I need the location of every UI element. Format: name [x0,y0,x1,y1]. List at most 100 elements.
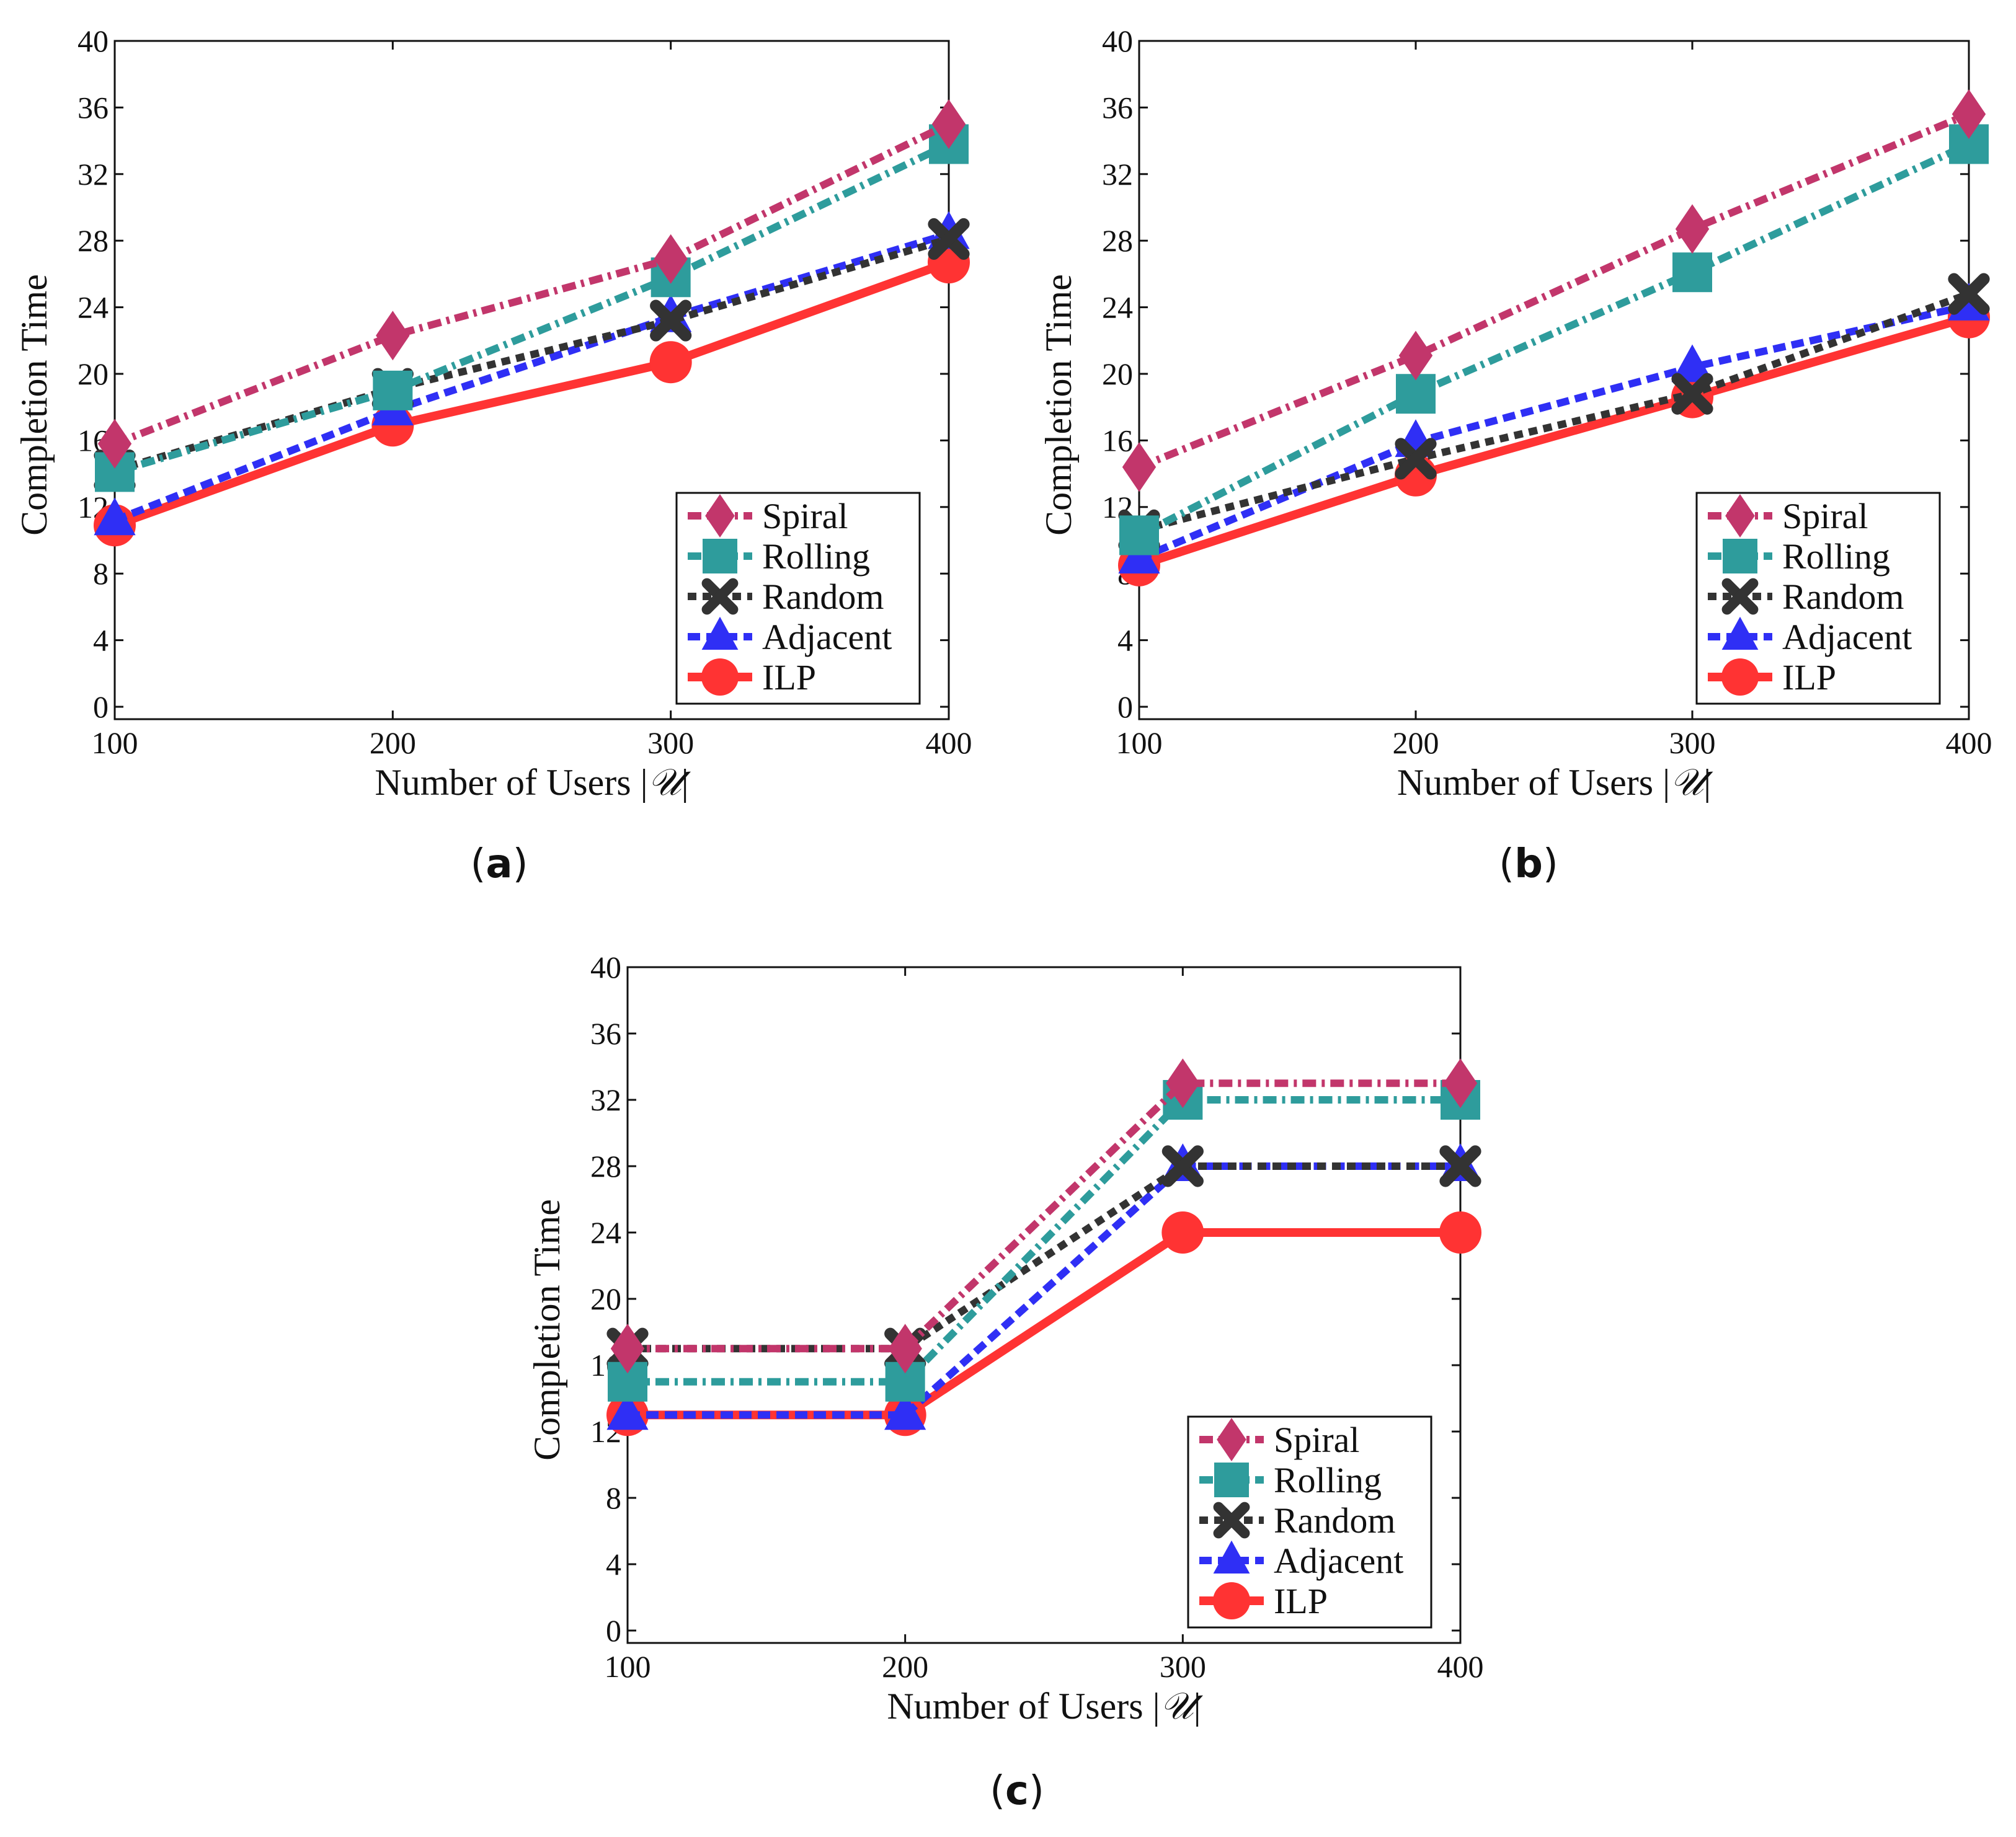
data-point-spiral [1443,1058,1478,1109]
plot-frame [113,40,950,720]
legend-item-adjacent: Adjacent [688,616,892,657]
series-random [94,218,970,492]
legend-item-rolling: Rolling [1708,536,1890,577]
y-tick-label: 24 [590,1215,621,1250]
data-point-adjacent [884,1392,926,1430]
y-tick-label: 40 [590,950,621,985]
y-tick-label: 40 [78,24,109,58]
y-tick-label: 36 [78,90,109,125]
data-point-spiral [654,234,688,284]
caption-letter: a [486,841,512,887]
x-axis-title: Number of Users |𝒰| [1397,762,1713,803]
y-tick-label: 4 [606,1547,621,1582]
legend-label: Rolling [1782,536,1890,577]
caption-paren-close: ) [1029,1768,1044,1814]
series-line-random [113,235,950,474]
y-tick-label: 0 [606,1613,621,1648]
series-line-adjacent [113,230,950,524]
x-axis-title: Number of Users |𝒰| [887,1686,1203,1727]
data-point-rolling [1672,252,1712,293]
x-tick-label: 100 [605,1649,651,1684]
data-point-spiral [931,99,966,149]
data-point-adjacent [606,1392,649,1430]
data-point-random [1439,1145,1481,1187]
y-tick-label: 8 [93,556,109,591]
legend-swatch-marker [1725,494,1755,538]
y-axis-title: Completion Time [1038,274,1079,536]
y-tick-label: 0 [93,689,109,724]
legend-swatch-marker [1721,578,1759,615]
data-point-spiral [610,1324,645,1374]
legend-item-ilp: ILP [688,657,816,697]
series-line-ilp [628,1228,1460,1420]
legend-label: Spiral [1782,496,1868,536]
y-tick-label: 32 [1102,157,1133,192]
series-spiral [610,1058,1478,1374]
data-point-spiral [1398,330,1433,381]
legend-item-spiral: Spiral [1708,494,1868,538]
legend-label: Random [762,577,884,617]
legend-item-ilp: ILP [1199,1581,1328,1621]
legend-item-random: Random [1199,1500,1396,1541]
x-tick-label: 400 [1946,725,1992,760]
panel-caption: (a) [470,841,528,887]
series-line-random [1138,290,1971,534]
data-point-spiral [1952,89,1986,139]
x-tick-label: 300 [1160,1649,1206,1684]
plot-frame [626,966,1462,1644]
legend-item-spiral: Spiral [1199,1418,1360,1461]
series-line-spiral [628,1079,1460,1353]
legend-label: Random [1274,1500,1396,1541]
y-tick-label: 36 [1102,90,1133,125]
y-tick-label: 32 [590,1082,621,1117]
x-axis-title-text: Number of Users | [887,1686,1160,1727]
data-point-random [650,299,692,342]
y-tick-label: 8 [606,1481,621,1515]
data-point-spiral [888,1324,922,1374]
data-point-spiral [376,311,410,361]
data-point-random [1948,273,1990,315]
legend-swatch-marker [701,658,739,696]
series-line-ilp [1137,312,1970,570]
series-spiral [1122,89,1986,492]
series-spiral [97,99,966,469]
series-adjacent [606,1143,1481,1430]
y-tick-label: 28 [78,223,109,258]
y-tick-label: 20 [590,1281,621,1316]
legend-label: Adjacent [1782,617,1912,657]
x-axis-title: Number of Users |𝒰| [375,762,691,803]
legend-label: ILP [1782,657,1836,697]
x-tick-label: 300 [1669,725,1716,760]
y-tick-label: 20 [1102,356,1133,391]
series-line-spiral [113,120,951,448]
y-axis-title: Completion Time [526,1199,567,1461]
y-axis-title: Completion Time [14,274,55,536]
x-axis-title-text: Number of Users | [375,762,647,803]
caption-letter: c [1005,1768,1029,1814]
y-tick-label: 4 [1117,623,1133,658]
x-tick-label: 100 [92,725,138,760]
legend-item-adjacent: Adjacent [1199,1540,1403,1581]
y-tick-label: 24 [78,290,109,325]
series-line-spiral [1137,110,1971,471]
legend-swatch-marker [1214,1463,1249,1497]
data-point-random [1395,438,1437,480]
y-tick-label: 4 [93,623,109,658]
data-point-spiral [97,418,132,469]
y-tick-label: 40 [1102,24,1133,58]
legend-swatch-marker [1213,1540,1250,1574]
series-line-adjacent [1137,302,1970,562]
caption-paren-close: ) [1543,841,1558,887]
caption-paren-close: ) [513,841,528,887]
data-point-adjacent [94,497,136,536]
x-axis-title-close: | [1194,1686,1201,1727]
x-axis-title-close: | [1703,762,1711,803]
data-point-rolling [1119,515,1159,556]
data-point-rolling [373,370,413,410]
x-tick-label: 200 [370,725,416,760]
legend-label: Random [1782,577,1904,617]
